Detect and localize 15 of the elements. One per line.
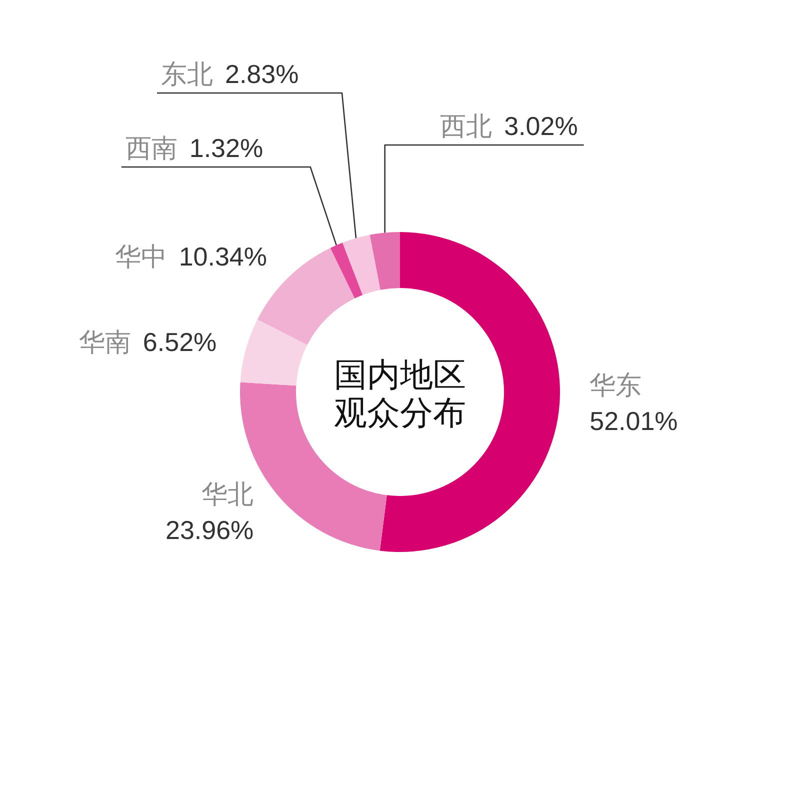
data-label: 1.32% <box>189 133 264 163</box>
data-label: 3.02% <box>504 111 578 141</box>
slice-label: 华中 <box>114 241 167 272</box>
data-label: 10.34% <box>178 241 268 272</box>
slice-label: 西南 <box>125 133 178 163</box>
slice-label: 华南 <box>78 327 131 358</box>
slice-label: 西北 <box>440 111 492 141</box>
slice-label: 华北 <box>202 479 254 510</box>
slice-label: 华东 <box>590 370 642 400</box>
data-label: 52.01% <box>590 406 678 436</box>
title: 国内地区观众分布 <box>333 356 467 432</box>
data-label: 2.83% <box>224 59 299 89</box>
data-label: 23.96% <box>165 515 254 546</box>
data-label: 6.52% <box>142 327 217 358</box>
slice-label: 东北 <box>160 59 213 89</box>
